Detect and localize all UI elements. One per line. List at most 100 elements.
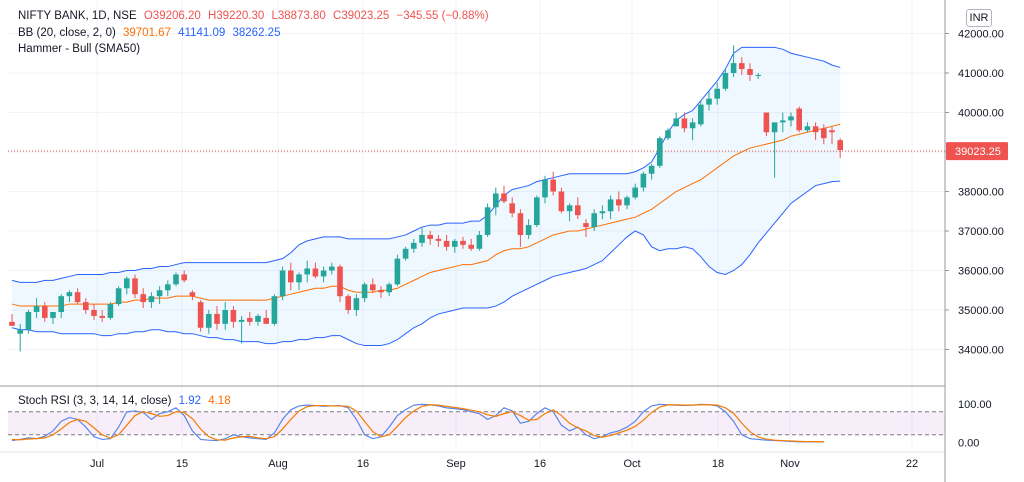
candle-body [9, 321, 15, 326]
candle-body [821, 128, 827, 139]
bb-upper-value: 41141.09 [178, 27, 226, 39]
candle [271, 294, 278, 326]
candle [206, 310, 212, 334]
stoch-legend[interactable]: Stoch RSI (3, 3, 14, 14, close) 1.92 4.1… [18, 394, 235, 408]
candle [124, 276, 130, 295]
candle [493, 187, 499, 216]
price-tick-label: 35000.00 [958, 305, 1004, 317]
candle-body [148, 296, 155, 303]
candle [632, 183, 638, 200]
candle [509, 197, 515, 218]
candle-body [747, 69, 753, 75]
candle [607, 195, 614, 220]
candle-body [739, 63, 745, 70]
candle-body [771, 122, 778, 133]
candle [58, 294, 64, 318]
candle-body [804, 126, 811, 131]
time-tick-label: 15 [176, 458, 188, 470]
axes: 34000.00 35000.00 36000.00 37000.00 38000.00… [90, 0, 1008, 482]
candle-body [673, 118, 679, 127]
ohlc-high: H39220.30 [207, 10, 265, 22]
candle-body [460, 240, 466, 245]
candlesticks [9, 45, 843, 352]
stoch-label: Stoch RSI (3, 3, 14, 14, close) [18, 395, 172, 407]
candle [140, 288, 146, 309]
bb-legend[interactable]: BB (20, close, 2, 0) 39701.67 41141.09 3… [18, 26, 284, 40]
candle [107, 302, 114, 320]
candle [550, 171, 556, 196]
candle [730, 45, 737, 77]
candle [698, 100, 704, 127]
candle [476, 231, 483, 251]
candle-body [575, 205, 581, 216]
candle-body [501, 193, 507, 202]
candle [796, 106, 802, 133]
bb-upper-line [11, 46, 841, 283]
price-tick-label: 41000.00 [958, 68, 1004, 80]
stoch-d-line [11, 404, 824, 443]
candle [583, 219, 589, 237]
candle [452, 238, 458, 253]
price-tick-label: 37000.00 [958, 226, 1004, 238]
candle [288, 262, 294, 291]
candle [558, 187, 565, 214]
currency-button[interactable]: INR [966, 9, 992, 27]
candle [566, 203, 573, 222]
candle [616, 191, 622, 212]
candle [542, 175, 548, 204]
candle-body [493, 193, 499, 208]
stoch-band-fill [8, 411, 945, 435]
candle [837, 138, 843, 158]
candle [468, 238, 474, 251]
candle-body [419, 234, 425, 243]
candle-body [353, 298, 360, 310]
candle [361, 282, 368, 303]
candle-body [829, 130, 835, 133]
candle-body [74, 292, 81, 303]
candle [517, 209, 524, 247]
candle-body [730, 63, 737, 73]
candle [247, 311, 253, 326]
candle [763, 112, 770, 137]
candle-body [558, 191, 565, 212]
candle [681, 112, 688, 133]
candle [722, 69, 729, 91]
candle [534, 195, 540, 228]
candle [25, 310, 32, 334]
candle-body [156, 290, 163, 297]
candle [673, 112, 679, 127]
candle-body [517, 213, 524, 235]
candle [648, 163, 655, 180]
candle [132, 274, 138, 299]
candle [370, 278, 376, 293]
candle [788, 112, 794, 127]
candle-body [599, 211, 606, 214]
pattern-legend[interactable]: Hammer - Bull (SMA50) [18, 42, 144, 56]
price-tick-label: 36000.00 [958, 266, 1004, 278]
time-tick-label: Oct [623, 458, 640, 470]
candle [755, 73, 761, 79]
candle [83, 298, 89, 314]
price-tick-label: 42000.00 [958, 29, 1004, 41]
candle [156, 286, 163, 305]
time-tick-label: 18 [712, 458, 724, 470]
candle [66, 290, 73, 303]
candle-body [452, 240, 458, 247]
candle [829, 126, 835, 145]
symbol-legend: NIFTY BANK, 1D, NSE O39206.20 H39220.30 … [18, 9, 493, 23]
price-change: −345.55 (−0.88%) [396, 10, 489, 22]
candle [435, 234, 442, 247]
bb-lower-value: 38262.25 [232, 27, 281, 39]
candle [50, 311, 56, 324]
candle-body [238, 319, 245, 322]
candle-body [140, 294, 146, 303]
candle-body [714, 88, 720, 99]
candle-body [33, 306, 40, 312]
candle [173, 272, 179, 287]
candle-body [288, 270, 294, 283]
candle [804, 122, 811, 133]
candle [337, 264, 343, 303]
last-price-label: 39023.25 [955, 146, 1001, 158]
candle-body [25, 311, 32, 330]
